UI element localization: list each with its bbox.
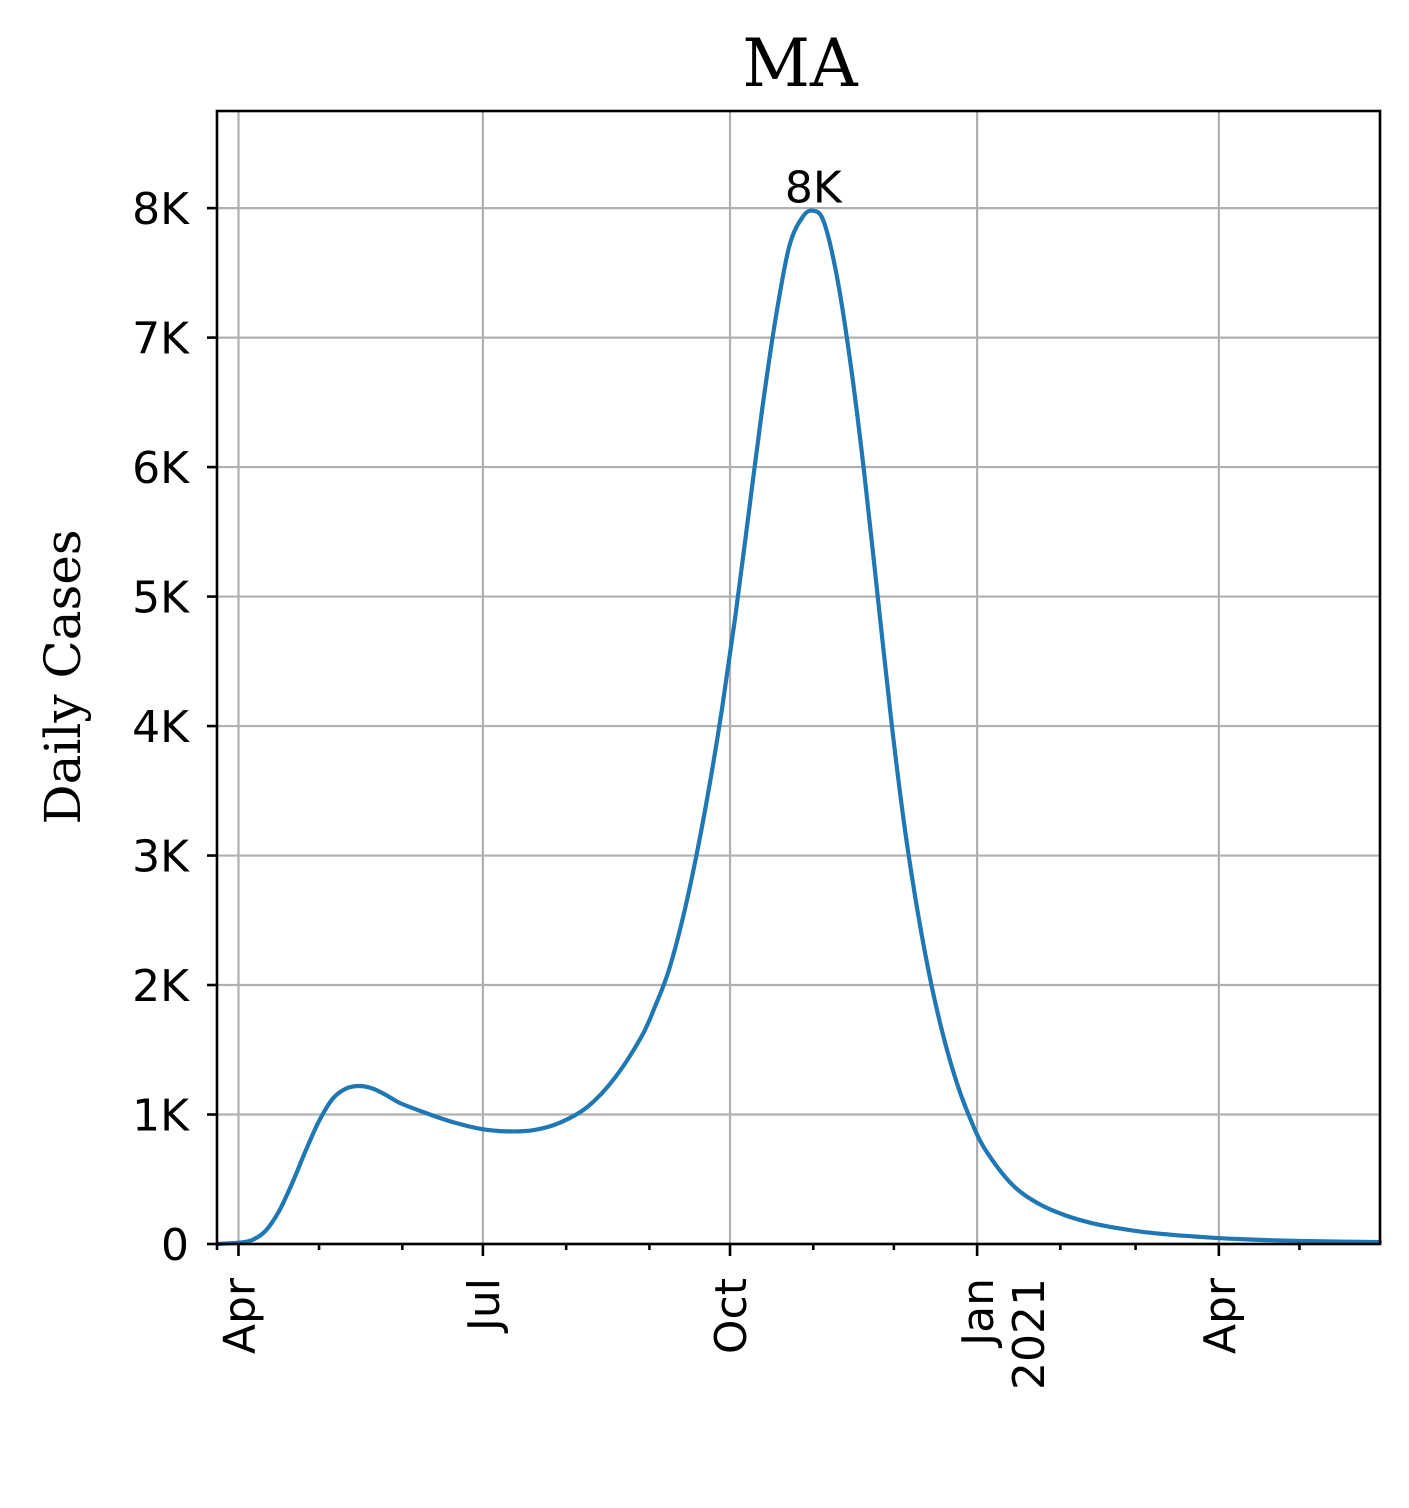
y-tick-label: 4K [132, 702, 190, 753]
plot-frame [215, 109, 1382, 1246]
x-tick-label-line: Jan [953, 1278, 1004, 1349]
x-tick-label: Apr [1195, 1277, 1246, 1354]
x-tick-label-line: 2021 [1004, 1278, 1055, 1390]
grid-lines [217, 111, 1380, 1246]
x-tick-label-line: Apr [214, 1277, 265, 1354]
y-tick-label: 3K [132, 832, 190, 883]
axis-ticks: 0 1K 2K 3K 4K 5K 6K 7K 8K Apr Jul Oct Jan2021 Apr [132, 184, 1301, 1390]
x-tick-label: Oct [706, 1278, 757, 1354]
y-tick-label: 5K [132, 573, 190, 624]
peak-label: 8K [785, 163, 843, 214]
y-tick-label: 2K [132, 961, 190, 1012]
y-tick-label: 1K [132, 1091, 190, 1142]
x-tick-label-line: Apr [1195, 1277, 1246, 1354]
y-tick-label: 8K [132, 184, 190, 235]
annotations: 8K [785, 163, 843, 214]
y-tick-label: 6K [132, 443, 190, 494]
x-tick-label: Jan2021 [953, 1278, 1055, 1390]
series-layer [214, 208, 1383, 1247]
y-tick-label: 7K [132, 314, 190, 365]
x-tick-label: Apr [214, 1277, 265, 1354]
chart-title: MA [742, 25, 859, 102]
y-axis-label: Daily Cases [34, 530, 92, 825]
y-tick-label: 0 [161, 1220, 189, 1271]
x-tick-label-line: Jul [459, 1278, 510, 1334]
series-line [214, 208, 1383, 1247]
x-tick-label: Jul [459, 1278, 510, 1334]
x-tick-label-line: Oct [706, 1278, 757, 1354]
